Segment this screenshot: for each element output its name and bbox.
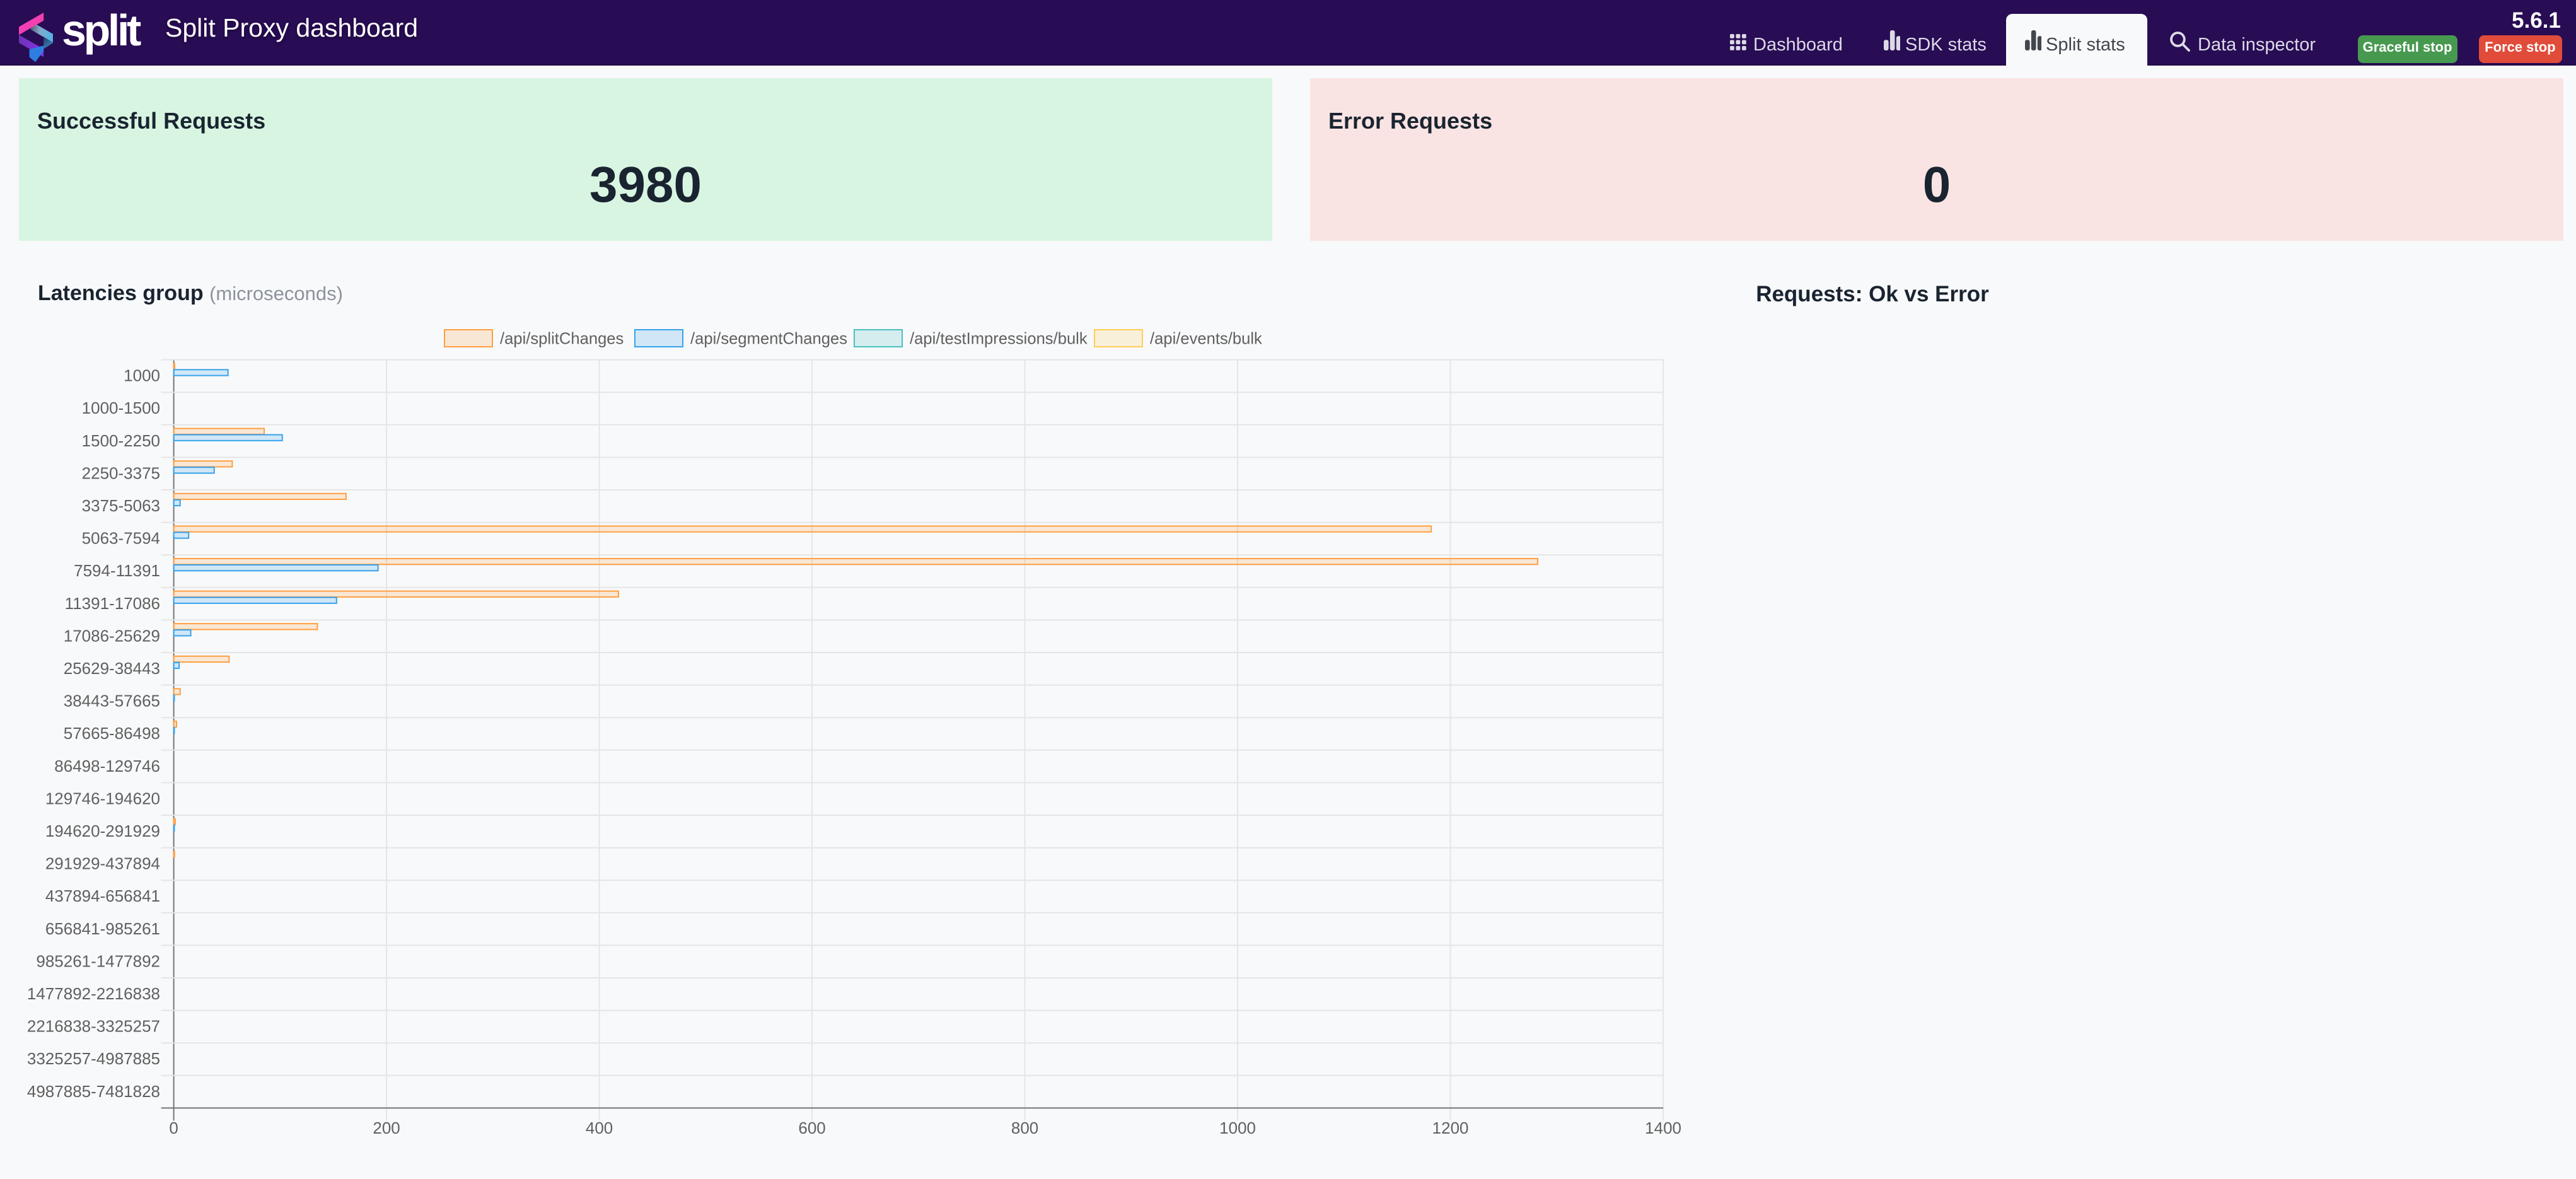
- svg-text:800: 800: [1011, 1118, 1038, 1137]
- svg-text:200: 200: [373, 1118, 400, 1137]
- svg-text:7594-11391: 7594-11391: [74, 561, 160, 580]
- svg-text:2216838-3325257: 2216838-3325257: [27, 1017, 160, 1036]
- svg-text:25629-38443: 25629-38443: [64, 659, 160, 678]
- svg-text:1400: 1400: [1645, 1118, 1681, 1137]
- svg-text:3375-5063: 3375-5063: [82, 496, 160, 515]
- svg-text:1000: 1000: [124, 366, 160, 385]
- svg-text:/api/testImpressions/bulk: /api/testImpressions/bulk: [910, 330, 1088, 347]
- svg-text:86498-129746: 86498-129746: [54, 757, 160, 775]
- svg-text:4987885-7481828: 4987885-7481828: [27, 1082, 160, 1101]
- svg-text:600: 600: [798, 1118, 825, 1137]
- svg-text:1477892-2216838: 1477892-2216838: [27, 984, 160, 1003]
- svg-text:57665-86498: 57665-86498: [64, 724, 160, 743]
- svg-text:2250-3375: 2250-3375: [82, 463, 160, 482]
- svg-text:/api/segmentChanges: /api/segmentChanges: [690, 330, 847, 347]
- svg-text:129746-194620: 129746-194620: [45, 789, 160, 808]
- svg-text:0: 0: [169, 1118, 178, 1137]
- svg-text:1000: 1000: [1219, 1118, 1256, 1137]
- svg-text:656841-985261: 656841-985261: [45, 919, 160, 938]
- svg-text:291929-437894: 291929-437894: [45, 854, 160, 873]
- svg-text:194620-291929: 194620-291929: [45, 822, 160, 840]
- svg-text:1200: 1200: [1432, 1118, 1469, 1137]
- svg-text:1500-2250: 1500-2250: [82, 431, 160, 450]
- svg-text:/api/events/bulk: /api/events/bulk: [1150, 330, 1262, 347]
- svg-text:1000-1500: 1000-1500: [82, 398, 160, 417]
- svg-text:3325257-4987885: 3325257-4987885: [27, 1049, 160, 1068]
- svg-text:985261-1477892: 985261-1477892: [36, 951, 160, 970]
- svg-text:5063-7594: 5063-7594: [82, 529, 160, 548]
- svg-text:17086-25629: 17086-25629: [64, 626, 160, 645]
- svg-text:11391-17086: 11391-17086: [65, 594, 160, 613]
- svg-text:/api/splitChanges: /api/splitChanges: [500, 330, 624, 347]
- svg-text:400: 400: [586, 1118, 613, 1137]
- svg-text:38443-57665: 38443-57665: [64, 692, 160, 711]
- svg-text:437894-656841: 437894-656841: [45, 886, 160, 905]
